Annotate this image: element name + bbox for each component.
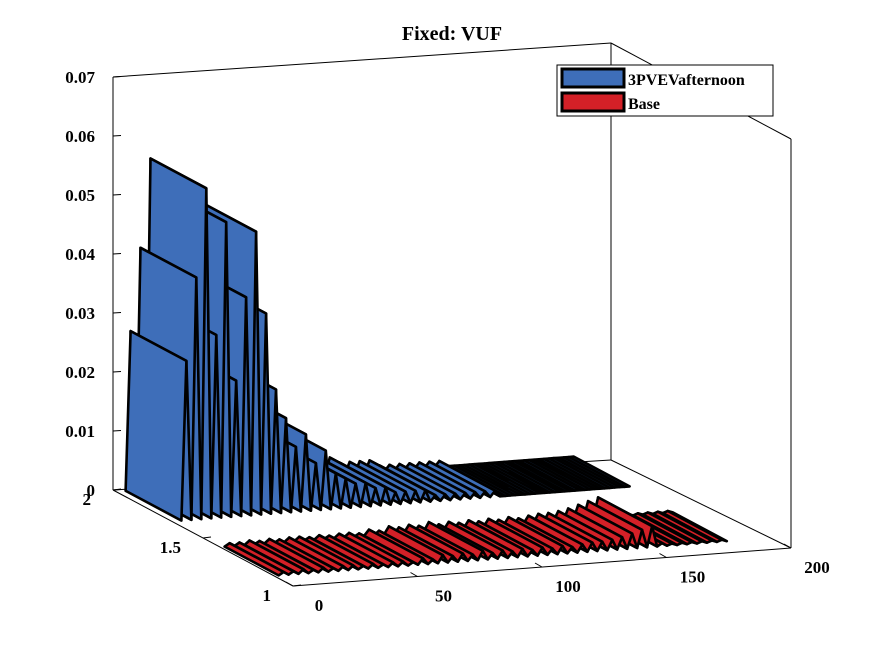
box-back-top-edge	[112, 42, 612, 78]
z-tick-label: 0	[87, 481, 96, 500]
x-tick-label: 150	[680, 568, 706, 587]
y-ticks: 11.52	[83, 488, 302, 605]
x-tick-label: 0	[315, 596, 324, 615]
z-tick-label: 0.03	[65, 304, 95, 323]
y-tick-label: 1.5	[160, 538, 181, 557]
z-tick-label: 0.05	[65, 186, 95, 205]
ribbon-segment	[124, 329, 188, 522]
chart-title: Fixed: VUF	[402, 23, 502, 45]
y-tick-mark	[112, 488, 122, 491]
z-tick-mark	[112, 371, 122, 373]
legend: 3PVEVafternoon Base	[556, 64, 774, 117]
z-tick-label: 0.06	[65, 127, 95, 146]
x-tick-label: 50	[435, 587, 452, 606]
legend-swatch-base	[560, 91, 626, 113]
x-ticks: 0 50 100 150 200	[285, 543, 830, 615]
x-tick-label: 100	[555, 577, 581, 596]
x-tick-mark	[285, 581, 294, 587]
z-tick-label: 0.02	[65, 363, 95, 382]
series-3pvevafternoon	[124, 157, 631, 522]
z-tick-mark	[112, 430, 122, 432]
legend-label-base: Base	[628, 96, 660, 113]
legend-label-3pvevafternoon: 3PVEVafternoon	[628, 72, 745, 89]
y-tick-label: 2	[83, 490, 92, 509]
z-tick-mark	[112, 194, 122, 196]
z-tick-mark	[112, 135, 122, 137]
z-tick-mark	[112, 253, 122, 255]
z-tick-mark	[112, 76, 122, 78]
y-tick-mark	[292, 584, 302, 587]
x-tick-mark	[410, 572, 418, 577]
x-tick-mark	[534, 562, 543, 568]
y-tick-mark	[202, 536, 212, 539]
x-tick-mark	[659, 553, 667, 558]
ribbon-segment	[223, 541, 285, 577]
x-tick-label: 200	[804, 558, 830, 577]
box-floor-right-edge	[610, 459, 792, 549]
y-tick-label: 1	[263, 586, 272, 605]
z-tick-mark	[112, 312, 122, 314]
z-tick-label: 0.07	[65, 68, 95, 87]
z-ticks: 0 0.01 0.02 0.03 0.04 0.05 0.06 0.07	[65, 68, 122, 500]
ribbons-layer	[124, 157, 729, 577]
x-tick-mark	[783, 543, 792, 549]
z-tick-label: 0.01	[65, 422, 95, 441]
legend-swatch-3pvevafternoon	[560, 67, 626, 89]
z-tick-label: 0.04	[65, 245, 95, 264]
series-base	[223, 496, 729, 577]
